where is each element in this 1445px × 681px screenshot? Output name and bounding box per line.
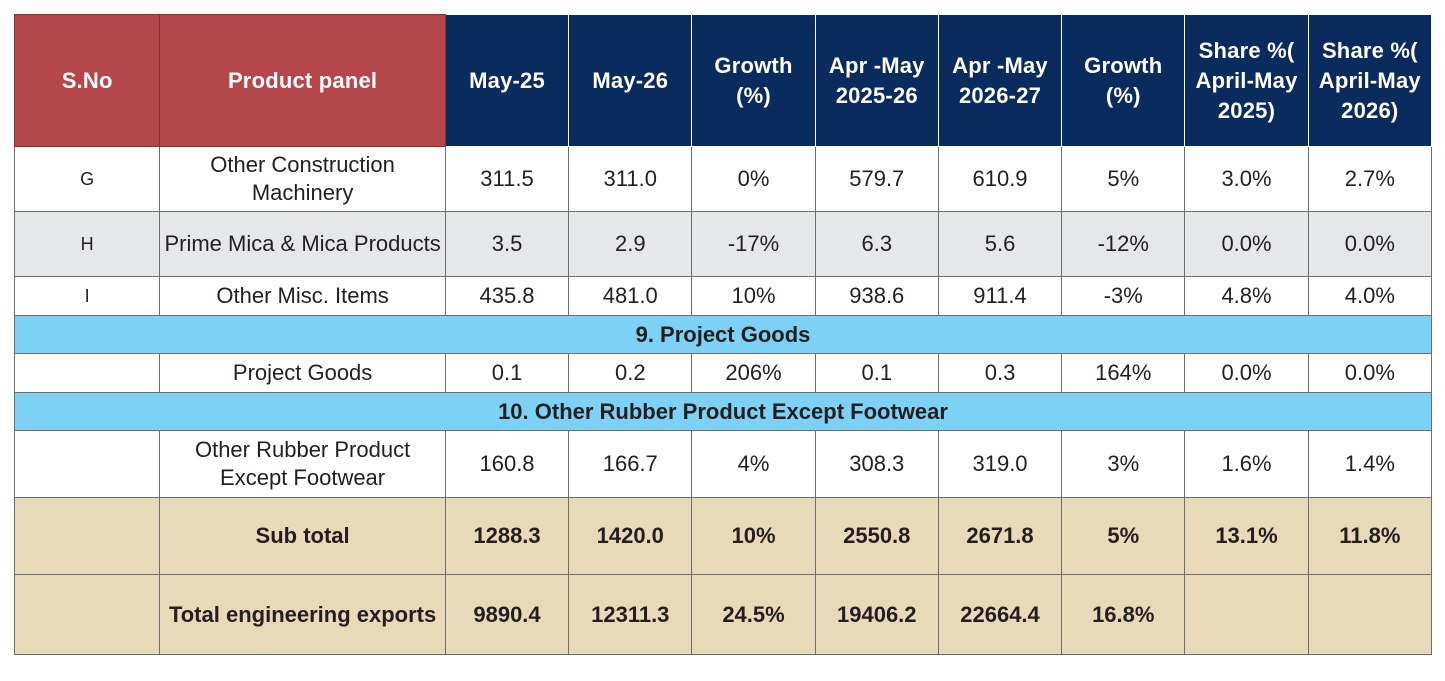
cell-may25: 0.1 <box>444 353 570 393</box>
cell-growth-month: 10% <box>691 276 816 316</box>
header-row: S.No Product panel May-25 May-26 Growth … <box>13 14 1433 147</box>
section-title-rubber-products: 10. Other Rubber Product Except Footwear <box>14 392 1432 431</box>
cell-may26: 311.0 <box>568 146 693 212</box>
cell-share-2025: 0.0% <box>1184 353 1309 393</box>
cell-growth-month: 24.5% <box>691 574 816 655</box>
cell-growth-cumulative: -3% <box>1061 276 1186 316</box>
table-row: I Other Misc. Items 435.8 481.0 10% 938.… <box>13 276 1433 316</box>
cell-aprmay-2026-27: 610.9 <box>937 146 1063 212</box>
cell-product: Other Misc. Items <box>159 276 446 316</box>
cell-growth-cumulative: 164% <box>1061 353 1186 393</box>
table-row: G Other Construction Machinery 311.5 311… <box>13 146 1433 212</box>
cell-aprmay-2025-26: 308.3 <box>814 430 939 498</box>
cell-product: Prime Mica & Mica Products <box>159 211 446 277</box>
cell-share-2025 <box>1184 574 1309 655</box>
cell-may26: 481.0 <box>568 276 693 316</box>
cell-share-2025: 3.0% <box>1184 146 1309 212</box>
table-row: H Prime Mica & Mica Products 3.5 2.9 -17… <box>13 211 1433 277</box>
cell-aprmay-2025-26: 6.3 <box>814 211 939 277</box>
cell-may25: 160.8 <box>444 430 570 498</box>
header-product-panel: Product panel <box>159 14 446 147</box>
cell-sno <box>13 430 161 498</box>
cell-share-2025: 13.1% <box>1184 497 1309 575</box>
cell-share-2026 <box>1307 574 1433 655</box>
cell-growth-month: 4% <box>691 430 816 498</box>
header-growth-cumulative: Growth (%) <box>1061 14 1186 147</box>
cell-aprmay-2026-27: 911.4 <box>937 276 1063 316</box>
header-share-2025: Share %( April-May 2025) <box>1184 14 1309 147</box>
cell-growth-cumulative: 16.8% <box>1061 574 1186 655</box>
cell-may25: 9890.4 <box>444 574 570 655</box>
subtotal-row: Sub total 1288.3 1420.0 10% 2550.8 2671.… <box>13 497 1433 575</box>
cell-may26: 12311.3 <box>568 574 693 655</box>
header-aprmay-2025-26: Apr -May 2025-26 <box>814 14 939 147</box>
cell-aprmay-2026-27: 319.0 <box>937 430 1063 498</box>
cell-growth-month: 10% <box>691 497 816 575</box>
cell-share-2026: 4.0% <box>1307 276 1433 316</box>
cell-may26: 2.9 <box>568 211 693 277</box>
cell-growth-month: 0% <box>691 146 816 212</box>
cell-aprmay-2025-26: 2550.8 <box>814 497 939 575</box>
cell-may25: 1288.3 <box>444 497 570 575</box>
cell-may26: 1420.0 <box>568 497 693 575</box>
section-header-row: 9. Project Goods <box>14 315 1432 354</box>
cell-share-2026: 0.0% <box>1307 211 1433 277</box>
cell-aprmay-2025-26: 579.7 <box>814 146 939 212</box>
cell-sno: I <box>13 276 161 316</box>
cell-aprmay-2025-26: 19406.2 <box>814 574 939 655</box>
cell-product: Other Construction Machinery <box>159 146 446 212</box>
cell-may25: 3.5 <box>444 211 570 277</box>
cell-product: Sub total <box>159 497 446 575</box>
cell-sno <box>13 574 161 655</box>
cell-share-2026: 11.8% <box>1307 497 1433 575</box>
cell-sno: H <box>13 211 161 277</box>
engineering-exports-table: S.No Product panel May-25 May-26 Growth … <box>13 14 1433 655</box>
header-may25: May-25 <box>444 14 570 147</box>
cell-product: Total engineering exports <box>159 574 446 655</box>
cell-share-2026: 0.0% <box>1307 353 1433 393</box>
header-aprmay-2026-27: Apr -May 2026-27 <box>937 14 1063 147</box>
cell-share-2025: 1.6% <box>1184 430 1309 498</box>
export-table-container: S.No Product panel May-25 May-26 Growth … <box>13 14 1433 655</box>
cell-share-2026: 2.7% <box>1307 146 1433 212</box>
cell-growth-month: -17% <box>691 211 816 277</box>
header-sno: S.No <box>13 14 161 147</box>
table-row: Other Rubber Product Except Footwear 160… <box>13 430 1433 498</box>
cell-aprmay-2025-26: 0.1 <box>814 353 939 393</box>
cell-share-2026: 1.4% <box>1307 430 1433 498</box>
cell-growth-cumulative: -12% <box>1061 211 1186 277</box>
cell-may26: 0.2 <box>568 353 693 393</box>
cell-growth-month: 206% <box>691 353 816 393</box>
cell-product: Other Rubber Product Except Footwear <box>159 430 446 498</box>
cell-may25: 311.5 <box>444 146 570 212</box>
cell-product: Project Goods <box>159 353 446 393</box>
section-header-row: 10. Other Rubber Product Except Footwear <box>14 392 1432 431</box>
cell-share-2025: 4.8% <box>1184 276 1309 316</box>
cell-may25: 435.8 <box>444 276 570 316</box>
header-may26: May-26 <box>568 14 693 147</box>
cell-growth-cumulative: 3% <box>1061 430 1186 498</box>
table-row: Project Goods 0.1 0.2 206% 0.1 0.3 164% … <box>13 353 1433 393</box>
cell-sno: G <box>13 146 161 212</box>
section-title-project-goods: 9. Project Goods <box>14 315 1432 354</box>
cell-growth-cumulative: 5% <box>1061 146 1186 212</box>
cell-sno <box>13 497 161 575</box>
cell-aprmay-2026-27: 22664.4 <box>937 574 1063 655</box>
cell-sno <box>13 353 161 393</box>
cell-may26: 166.7 <box>568 430 693 498</box>
header-growth-month: Growth (%) <box>691 14 816 147</box>
cell-aprmay-2026-27: 5.6 <box>937 211 1063 277</box>
cell-aprmay-2026-27: 0.3 <box>937 353 1063 393</box>
cell-aprmay-2026-27: 2671.8 <box>937 497 1063 575</box>
grand-total-row: Total engineering exports 9890.4 12311.3… <box>13 574 1433 655</box>
cell-share-2025: 0.0% <box>1184 211 1309 277</box>
header-share-2026: Share %( April-May 2026) <box>1307 14 1433 147</box>
cell-growth-cumulative: 5% <box>1061 497 1186 575</box>
cell-aprmay-2025-26: 938.6 <box>814 276 939 316</box>
